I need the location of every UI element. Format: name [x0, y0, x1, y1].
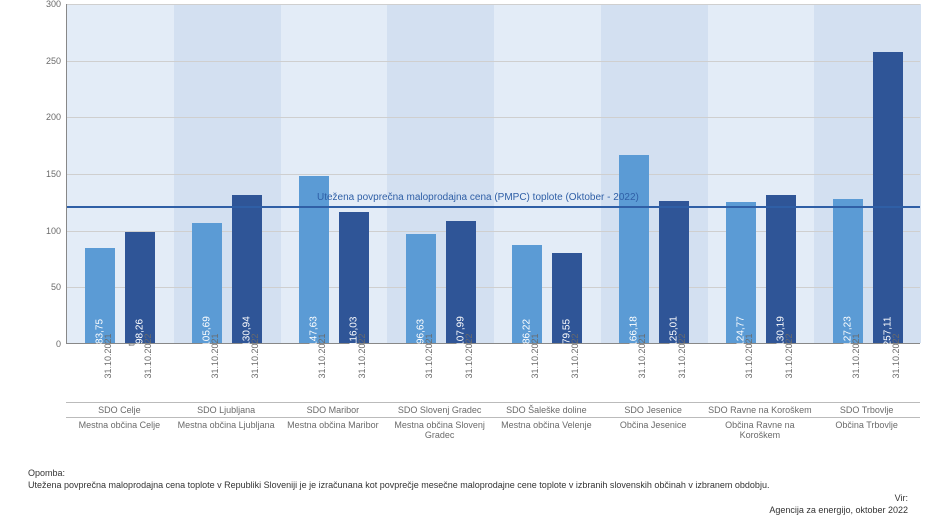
bar: 130,94 [232, 195, 262, 343]
x-date-label: 31.10.2021 [210, 333, 220, 378]
x-axis-groups: SDO Celje Mestna občina CeljeSDO Ljubljan… [66, 402, 920, 446]
bar: 125,01 [659, 201, 689, 343]
gridline [67, 117, 920, 118]
gridline [67, 61, 920, 62]
avg-line-label: Utežena povprečna maloprodajna cena (PMP… [317, 192, 639, 203]
x-date-label: 31.10.2021 [424, 333, 434, 378]
x-date-label: 31.10.2021 [744, 333, 754, 378]
footnote: Opomba: Utežena povprečna maloprodajna c… [28, 468, 908, 491]
x-date-label: 31.10.2022 [143, 333, 153, 378]
x-date-label: 31.10.2022 [357, 333, 367, 378]
bar: 127,23 [833, 199, 863, 343]
source: Vir: Agencija za energijo, oktober 2022 [28, 493, 908, 516]
source-text: Agencija za energijo, oktober 2022 [769, 505, 908, 515]
obcina-label: Občina Jesenice [600, 417, 707, 430]
x-date-label: 31.10.2022 [891, 333, 901, 378]
sdo-label: SDO Šaleške doline [493, 405, 600, 415]
obcina-label: Občina Trbovlje [813, 417, 920, 430]
y-tick-label: 50 [51, 282, 67, 292]
y-tick-label: 100 [46, 226, 67, 236]
obcina-label: Mestna občina Ljubljana [173, 417, 280, 430]
bar: 98,26 [125, 232, 155, 343]
x-axis-dates: 31.10.202131.10.202231.10.202131.10.2022… [66, 344, 920, 404]
x-group-label: SDO Maribor Mestna občina Maribor [280, 402, 387, 430]
obcina-label: Mestna občina Velenje [493, 417, 600, 430]
bar: 79,55 [552, 253, 582, 343]
bar: 96,63 [406, 234, 436, 344]
obcina-label: Mestna občina Celje [66, 417, 173, 430]
bar: 130,19 [766, 195, 796, 343]
plot-area: 05010015020025030083,7598,26105,69130,94… [66, 4, 920, 344]
x-date-label: 31.10.2021 [317, 333, 327, 378]
y-tick-label: 200 [46, 112, 67, 122]
sdo-label: SDO Slovenj Gradec [386, 405, 493, 415]
bar: 83,75 [85, 248, 115, 343]
x-date-label: 31.10.2022 [677, 333, 687, 378]
footer: Opomba: Utežena povprečna maloprodajna c… [28, 468, 908, 517]
sdo-label: SDO Ljubljana [173, 405, 280, 415]
obcina-label: Občina Ravne na Koroškem [707, 417, 814, 441]
x-date-label: 31.10.2022 [250, 333, 260, 378]
sdo-label: SDO Trbovlje [813, 405, 920, 415]
y-tick-label: 250 [46, 56, 67, 66]
sdo-label: SDO Maribor [280, 405, 387, 415]
x-group-label: SDO Jesenice Občina Jesenice [600, 402, 707, 430]
x-date-label: 31.10.2022 [570, 333, 580, 378]
bar: 116,03 [339, 212, 369, 344]
x-date-label: 31.10.2021 [530, 333, 540, 378]
x-group-label: SDO Trbovlje Občina Trbovlje [813, 402, 920, 430]
x-date-label: 31.10.2022 [464, 333, 474, 378]
sdo-label: SDO Ravne na Koroškem [707, 405, 814, 415]
gridline [67, 174, 920, 175]
bar: 257,11 [873, 52, 903, 343]
avg-line [67, 206, 920, 208]
bar: 124,77 [726, 202, 756, 343]
chart-container: Povprečna maloprodajna cena (PMPC) toplo… [10, 0, 930, 455]
x-date-label: 31.10.2021 [637, 333, 647, 378]
source-title: Vir: [895, 493, 908, 503]
y-tick-label: 300 [46, 0, 67, 9]
bar: 107,99 [446, 221, 476, 343]
x-group-label: SDO Šaleške doline Mestna občina Velenje [493, 402, 600, 430]
x-date-label: 31.10.2022 [784, 333, 794, 378]
x-group-label: SDO Ravne na Koroškem Občina Ravne na Kor… [707, 402, 814, 441]
note-text: Utežena povprečna maloprodajna cena topl… [28, 480, 769, 490]
obcina-label: Mestna občina Maribor [280, 417, 387, 430]
obcina-label: Mestna občina Slovenj Gradec [386, 417, 493, 441]
x-date-label: 31.10.2021 [851, 333, 861, 378]
x-date-label: 31.10.2021 [103, 333, 113, 378]
x-group-label: SDO Slovenj Gradec Mestna občina Slovenj … [386, 402, 493, 441]
note-title: Opomba: [28, 468, 65, 478]
x-group-label: SDO Celje Mestna občina Celje [66, 402, 173, 430]
bar: 166,18 [619, 155, 649, 343]
x-group-label: SDO Ljubljana Mestna občina Ljubljana [173, 402, 280, 430]
bar: 105,69 [192, 223, 222, 343]
sdo-label: SDO Jesenice [600, 405, 707, 415]
y-tick-label: 150 [46, 169, 67, 179]
bar: 86,22 [512, 245, 542, 343]
gridline [67, 4, 920, 5]
sdo-label: SDO Celje [66, 405, 173, 415]
